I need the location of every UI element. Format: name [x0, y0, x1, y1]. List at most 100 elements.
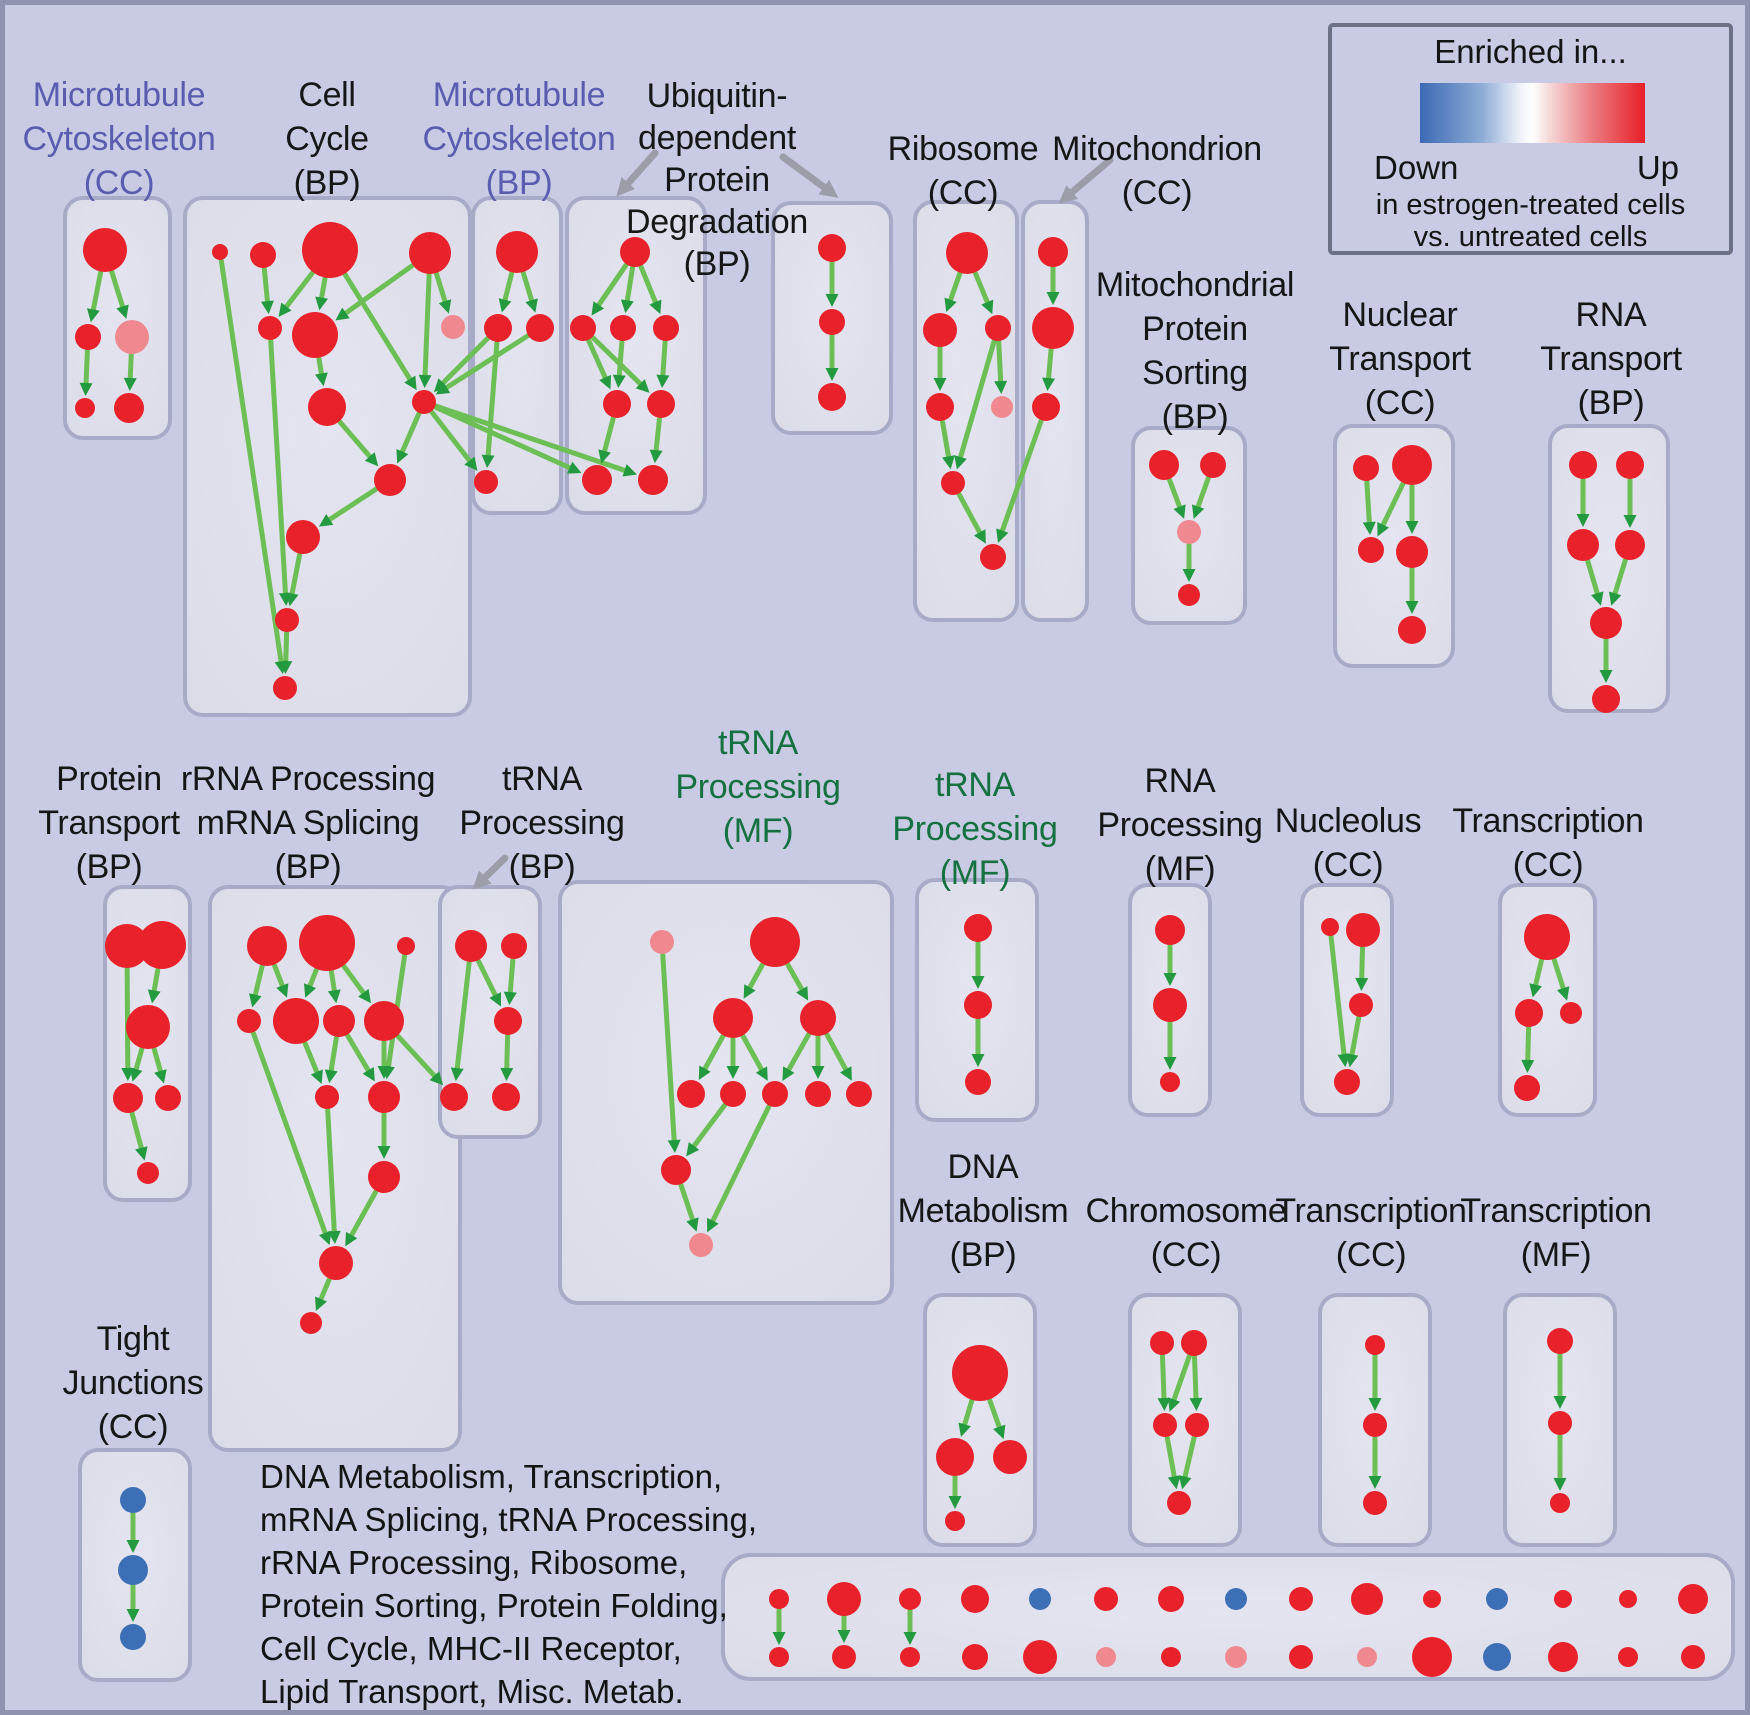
edge-arrowhead [335, 307, 350, 321]
edge-line [956, 491, 984, 537]
edge-arrowhead [1556, 986, 1570, 1001]
edge-arrowhead [276, 983, 289, 998]
edge-line [252, 963, 265, 1000]
edge-arrowhead [1623, 515, 1637, 528]
cluster-box-transcription-cc-mid [1498, 883, 1597, 1117]
go-term-node-d4 [945, 1511, 965, 1531]
go-term-node-g1 [1038, 237, 1068, 267]
edge-line [317, 1277, 332, 1304]
edge-arrowhead [996, 528, 1009, 543]
edge-line [1349, 1015, 1362, 1059]
go-term-node-xb14 [1618, 1647, 1638, 1667]
edge-line [785, 962, 806, 994]
go-term-node-b9 [374, 464, 406, 496]
go-term-node-t6 [1592, 685, 1620, 713]
go-term-node-xb10 [1357, 1647, 1377, 1667]
go-term-node-xa1 [769, 1589, 789, 1609]
edge-line [586, 338, 609, 382]
go-term-node-w10 [661, 1155, 691, 1185]
go-term-node-e5 [1167, 1491, 1191, 1515]
edge-line [261, 266, 271, 306]
edge-arrowhead [377, 1146, 391, 1159]
go-term-node-g3 [1032, 393, 1060, 421]
edge-arrowhead [438, 299, 452, 314]
edge-arrowhead [1163, 1057, 1177, 1070]
edge-arrowhead [981, 299, 994, 315]
edge-arrowhead [126, 1609, 140, 1622]
edge-line [961, 1398, 975, 1429]
edge-line [485, 340, 500, 460]
edge-arrowhead [1405, 521, 1419, 534]
edge-line [83, 348, 90, 388]
go-term-node-a1 [83, 228, 127, 272]
go-term-node-c4 [1514, 1075, 1540, 1101]
go-term-node-z1 [1321, 918, 1339, 936]
edge-arrowhead [260, 300, 274, 315]
go-term-node-w9 [846, 1081, 872, 1107]
go-term-node-xa12 [1486, 1588, 1508, 1610]
edge-arrowhead [993, 1424, 1006, 1440]
edge-line [433, 403, 629, 474]
go-term-node-u1 [620, 237, 650, 267]
edge-line [595, 262, 629, 310]
edge-arrowhead [345, 1231, 358, 1247]
edge-line [90, 270, 104, 314]
edge-line [678, 1182, 696, 1224]
edge-arrowhead [782, 1066, 795, 1081]
edge-arrowhead [135, 1146, 148, 1161]
annotation-text-line: DNA Metabolism, Transcription, [260, 1458, 723, 1495]
edge-line [746, 962, 765, 992]
edge-arrowhead [667, 1139, 681, 1154]
edge-arrowhead [1042, 377, 1056, 392]
go-term-node-j2 [118, 1555, 148, 1585]
edge-arrowhead [123, 377, 137, 392]
go-term-node-b6 [292, 312, 338, 358]
edge-arrowhead [772, 1632, 786, 1645]
go-term-node-r6 [941, 471, 965, 495]
edge-arrowhead [450, 1067, 464, 1082]
go-term-node-xb3 [900, 1647, 920, 1667]
edge-arrowhead [948, 1496, 962, 1509]
edge-arrowhead [1173, 504, 1186, 519]
edge-arrowhead [825, 368, 839, 381]
edge-line [1532, 957, 1544, 990]
go-term-node-s5 [492, 1083, 520, 1111]
edge-arrowhead [364, 452, 379, 467]
go-term-node-s1 [455, 930, 487, 962]
edge-arrowhead [1182, 569, 1196, 582]
edge-arrowhead [635, 379, 650, 393]
edge-arrowhead [1368, 1398, 1382, 1411]
edge-arrowhead [796, 986, 809, 1001]
go-term-node-b5 [258, 316, 282, 340]
go-term-node-xb4 [962, 1644, 988, 1670]
go-term-node-f3 [1363, 1491, 1387, 1515]
go-term-node-k1 [1353, 455, 1379, 481]
go-term-node-w3 [713, 998, 753, 1038]
go-term-node-z3 [1349, 993, 1373, 1017]
edge-line [996, 339, 1004, 386]
go-term-node-xa5 [1029, 1588, 1051, 1610]
legend-subtitle-2: vs. untreated cells [1413, 221, 1648, 253]
go-term-node-x2 [964, 991, 992, 1019]
edge-line [623, 149, 659, 189]
edge-arrowhead [429, 1071, 444, 1086]
edge-line [999, 418, 1044, 535]
edge-line [1170, 1353, 1192, 1404]
edge-arrowhead [86, 308, 100, 323]
edge-arrowhead [994, 380, 1008, 395]
go-term-node-w1 [650, 930, 674, 954]
go-term-node-xa13 [1554, 1590, 1572, 1608]
go-term-node-k5 [1398, 616, 1426, 644]
go-term-node-y3 [1160, 1072, 1180, 1092]
edge-arrowhead [315, 296, 329, 311]
go-term-node-w8 [805, 1081, 831, 1107]
go-term-node-xa15 [1678, 1584, 1708, 1614]
go-term-node-g2 [1032, 307, 1074, 349]
legend-subtitle-1: in estrogen-treated cells [1375, 189, 1686, 221]
go-term-node-b3 [302, 222, 358, 278]
go-term-node-xa4 [961, 1585, 989, 1613]
edge-line [1159, 1353, 1167, 1403]
edge-arrowhead [1355, 977, 1369, 992]
go-term-node-j3 [120, 1624, 146, 1650]
go-term-node-xb1 [769, 1647, 789, 1667]
